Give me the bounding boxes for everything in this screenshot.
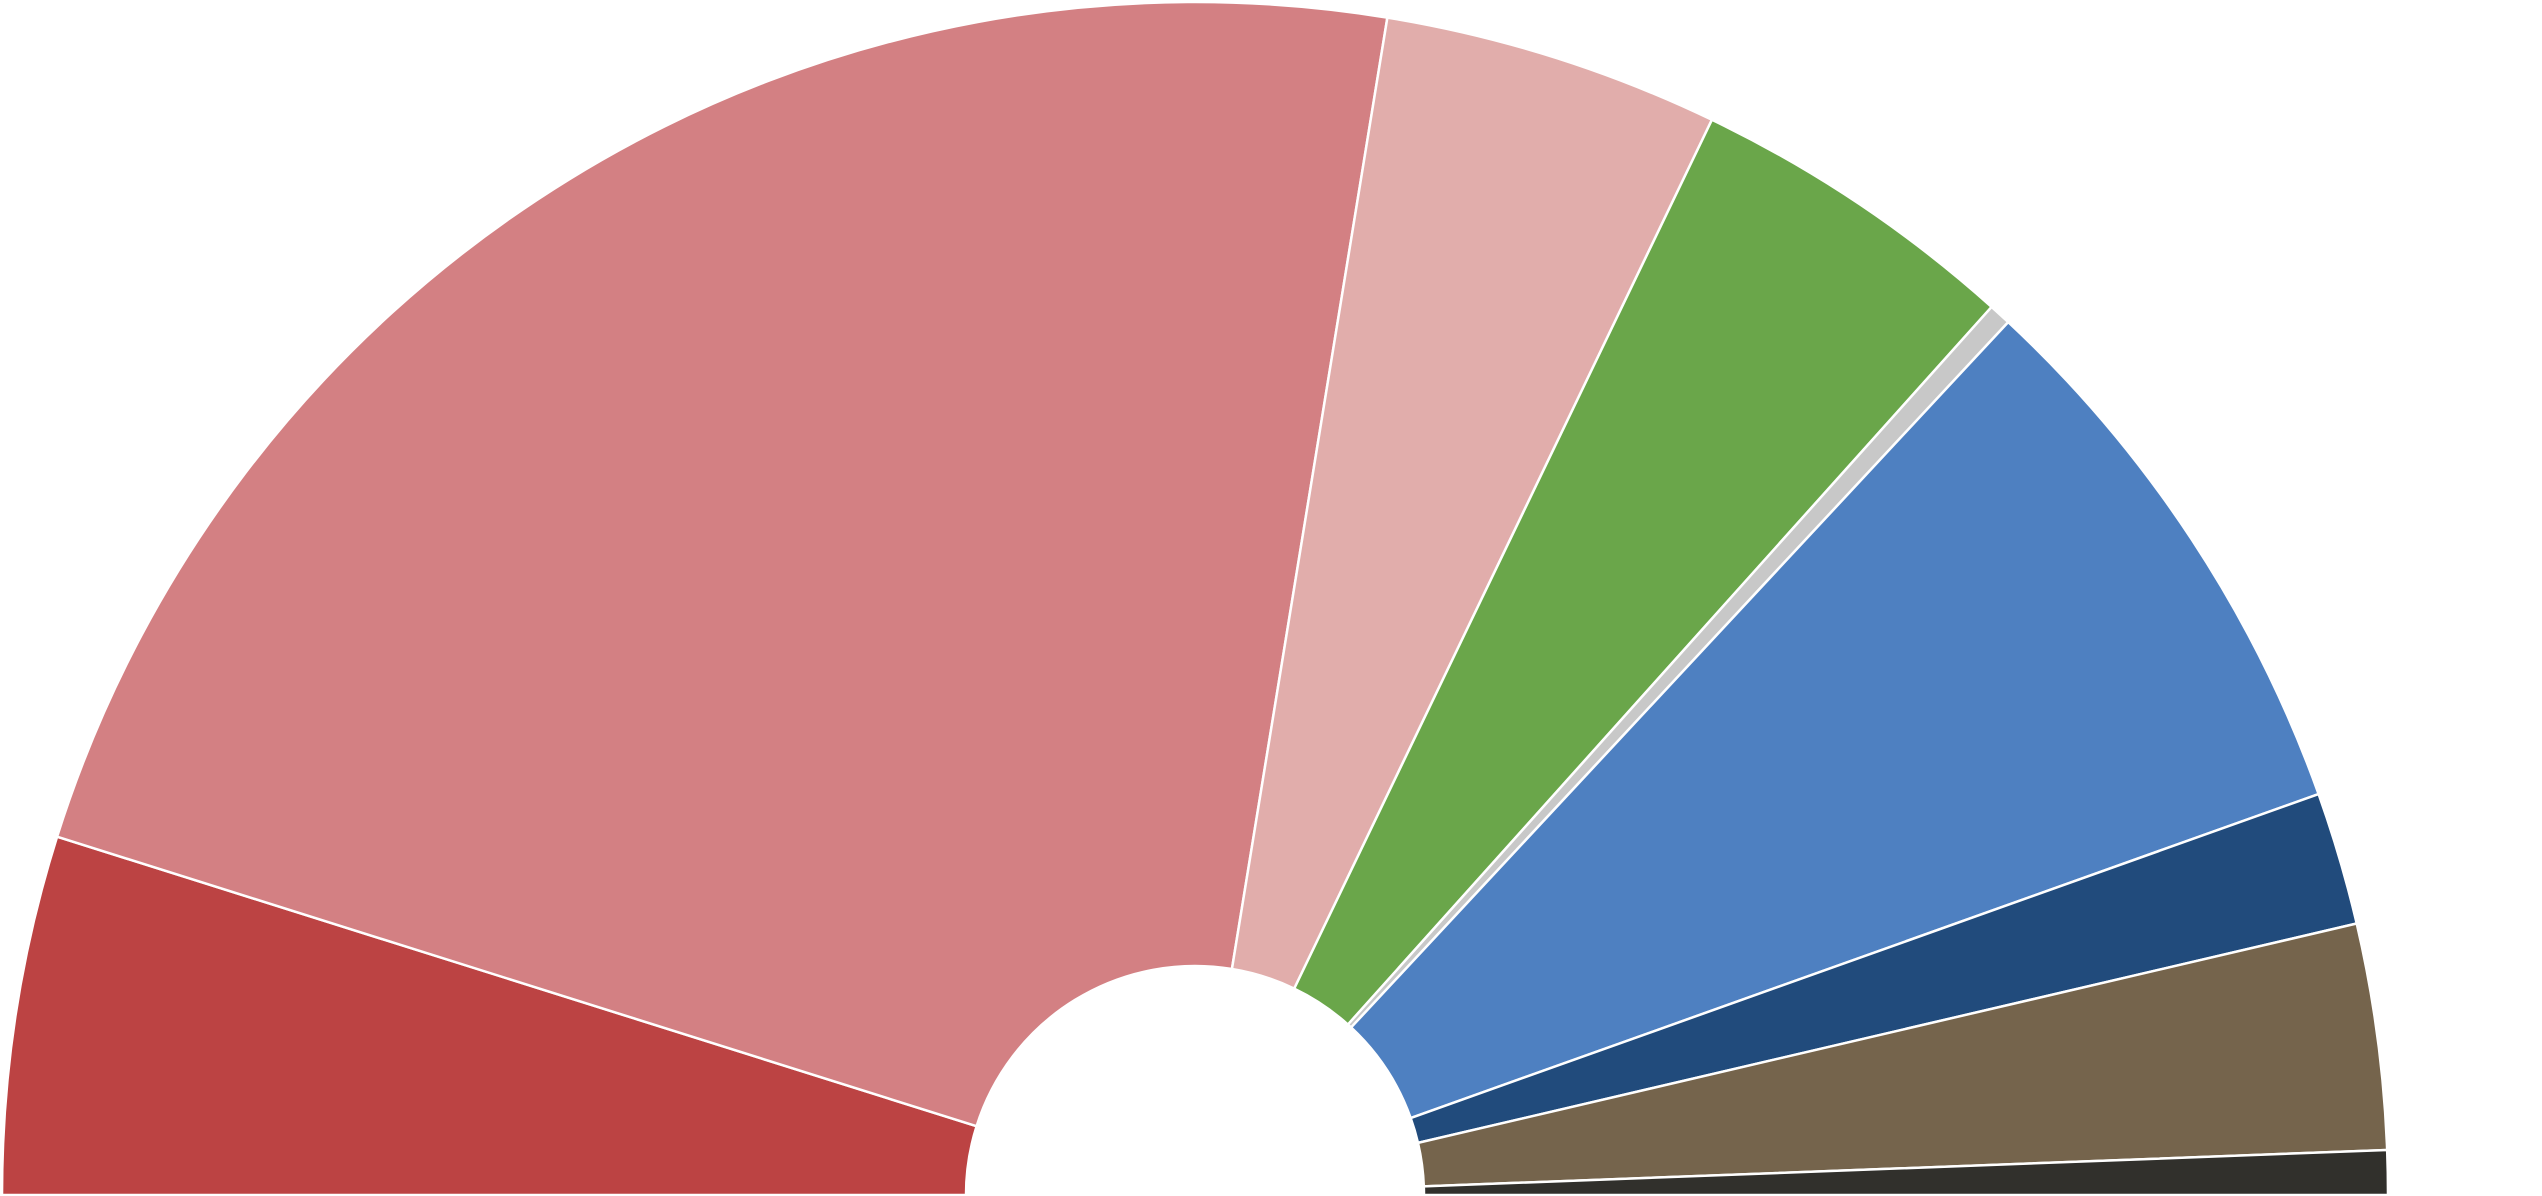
segment <box>1349 320 2320 1120</box>
segment <box>1422 1148 2390 1196</box>
segment <box>55 0 1389 1128</box>
segment <box>0 835 978 1196</box>
segment <box>1230 16 1714 990</box>
segment <box>1292 118 1993 1026</box>
